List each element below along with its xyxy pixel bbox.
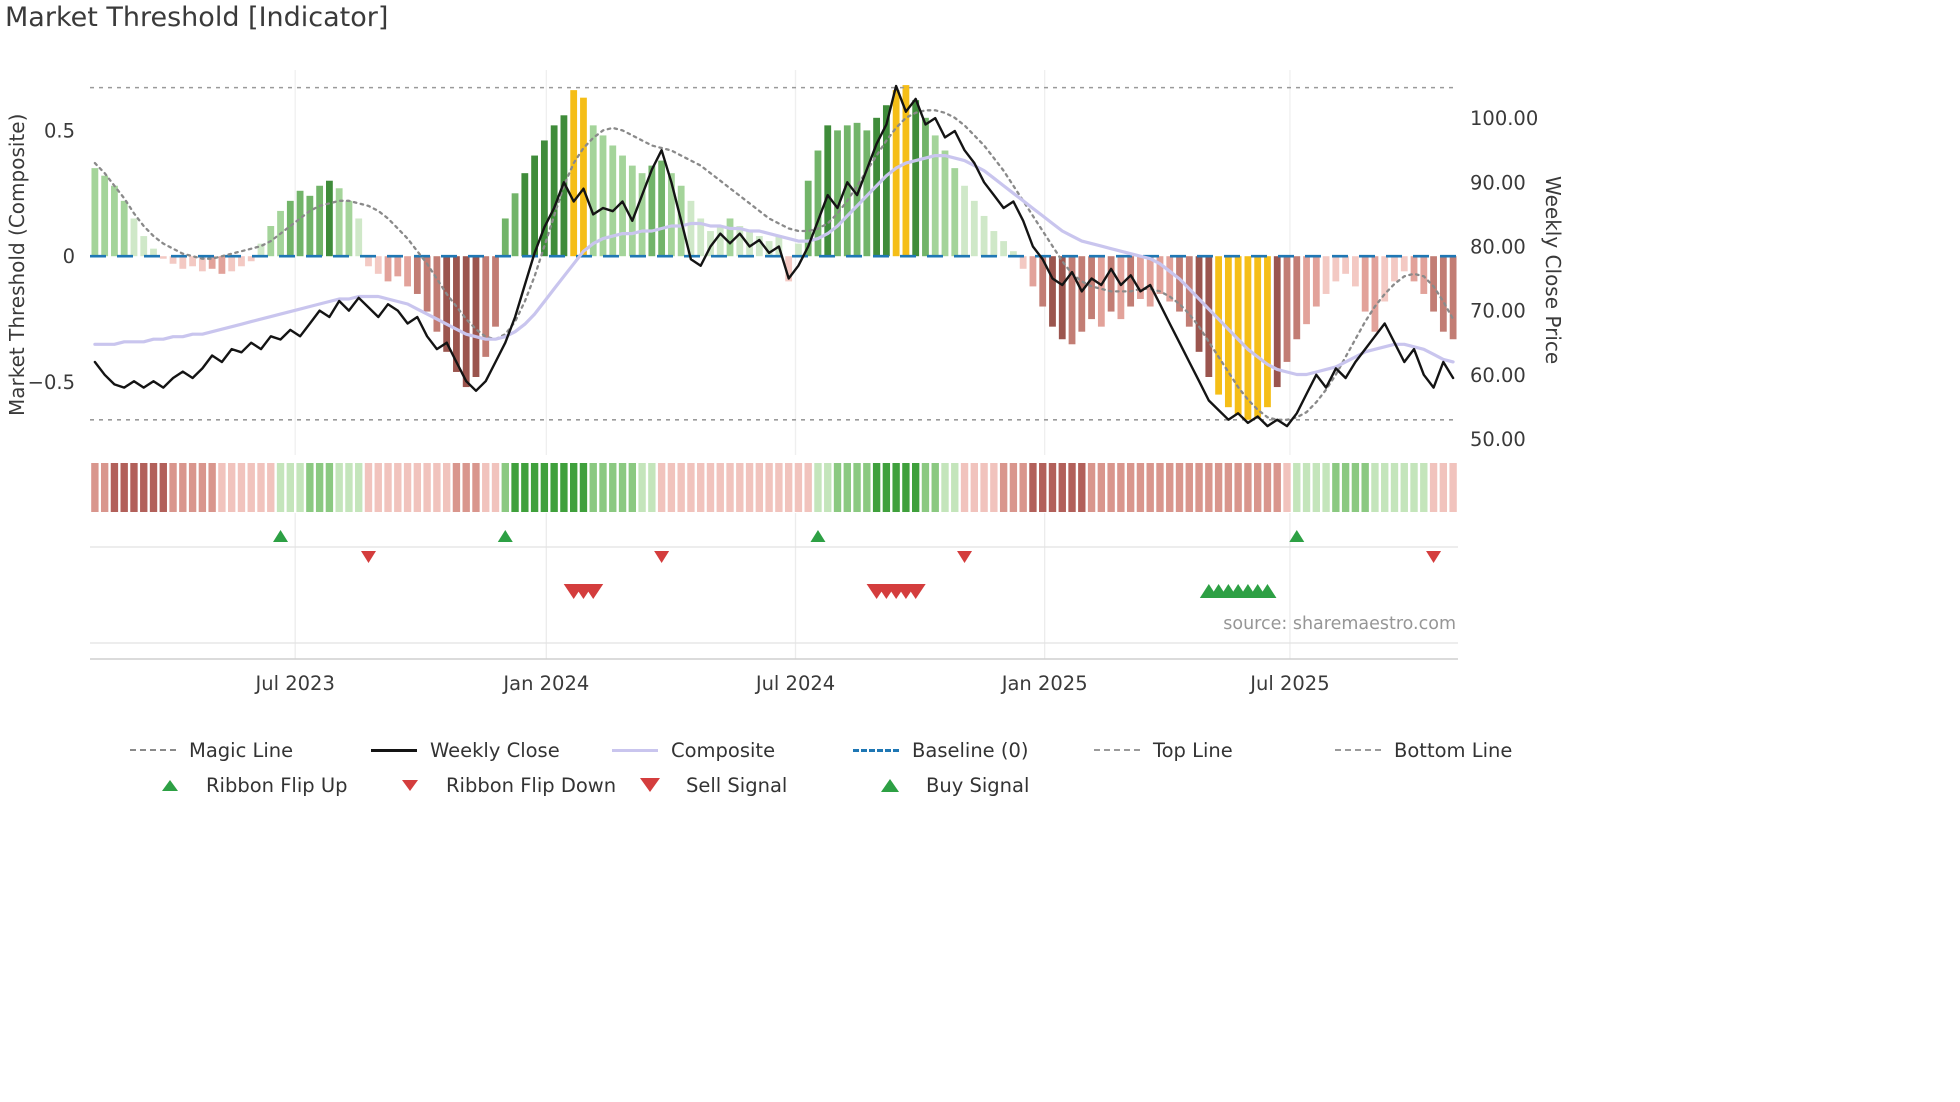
svg-text:0: 0 bbox=[63, 245, 75, 268]
legend-label: Ribbon Flip Down bbox=[446, 773, 617, 797]
source-attribution: source: sharemaestro.com bbox=[1223, 614, 1456, 634]
legend-item-magic-line: Magic Line bbox=[130, 737, 371, 763]
legend-label: Bottom Line bbox=[1394, 738, 1513, 762]
legend-item-weekly-close: Weekly Close bbox=[371, 737, 612, 763]
legend-label: Sell Signal bbox=[686, 773, 788, 797]
legend-row-signals: Ribbon Flip Up Ribbon Flip Down Sell Sig… bbox=[147, 772, 1630, 798]
svg-text:−0.5: −0.5 bbox=[28, 371, 75, 394]
buy-signal-icon bbox=[867, 778, 913, 792]
ribbon-flip-up-icon bbox=[147, 779, 193, 791]
svg-text:Jul 2024: Jul 2024 bbox=[754, 672, 835, 695]
legend-item-top-line: Top Line bbox=[1094, 737, 1335, 763]
legend-item-baseline: Baseline (0) bbox=[853, 737, 1094, 763]
legend-item-composite: Composite bbox=[612, 737, 853, 763]
sell-signal-icon bbox=[627, 778, 673, 792]
legend-label: Top Line bbox=[1153, 738, 1233, 762]
legend-label: Baseline (0) bbox=[912, 738, 1029, 762]
svg-text:Jan 2025: Jan 2025 bbox=[1000, 672, 1088, 695]
svg-text:60.00: 60.00 bbox=[1470, 364, 1526, 387]
page-title: Market Threshold [Indicator] bbox=[5, 2, 389, 33]
legend-label: Buy Signal bbox=[926, 773, 1030, 797]
legend-item-ribbon-flip-down: Ribbon Flip Down bbox=[387, 772, 627, 798]
svg-text:90.00: 90.00 bbox=[1470, 171, 1526, 194]
svg-text:50.00: 50.00 bbox=[1470, 428, 1526, 451]
svg-text:100.00: 100.00 bbox=[1470, 107, 1538, 130]
legend-item-bottom-line: Bottom Line bbox=[1335, 737, 1576, 763]
magic-line-sample bbox=[130, 749, 176, 751]
right-axis-label: Weekly Close Price bbox=[1541, 175, 1565, 365]
weekly-close-line-sample bbox=[371, 748, 417, 752]
ribbon-flip-down-icon bbox=[387, 779, 433, 791]
legend-label: Magic Line bbox=[189, 738, 294, 762]
svg-text:70.00: 70.00 bbox=[1470, 300, 1526, 323]
chart-legend: Magic Line Weekly Close Composite Baseli… bbox=[130, 737, 1630, 807]
baseline-line-sample bbox=[853, 748, 899, 752]
svg-text:80.00: 80.00 bbox=[1470, 235, 1526, 258]
legend-item-ribbon-flip-up: Ribbon Flip Up bbox=[147, 772, 387, 798]
legend-row-lines: Magic Line Weekly Close Composite Baseli… bbox=[130, 737, 1630, 763]
left-axis-label: Market Threshold (Composite) bbox=[5, 113, 29, 417]
legend-label: Composite bbox=[671, 738, 776, 762]
legend-label: Weekly Close bbox=[430, 738, 560, 762]
legend-item-buy-signal: Buy Signal bbox=[867, 772, 1107, 798]
top-line-sample bbox=[1094, 749, 1140, 751]
svg-text:Jul 2025: Jul 2025 bbox=[1248, 672, 1329, 695]
svg-text:Jul 2023: Jul 2023 bbox=[254, 672, 335, 695]
svg-text:Jan 2024: Jan 2024 bbox=[501, 672, 589, 695]
legend-item-sell-signal: Sell Signal bbox=[627, 772, 867, 798]
bottom-line-sample bbox=[1335, 749, 1381, 751]
legend-label: Ribbon Flip Up bbox=[206, 773, 348, 797]
composite-line-sample bbox=[612, 748, 658, 752]
svg-text:0.5: 0.5 bbox=[44, 119, 75, 142]
